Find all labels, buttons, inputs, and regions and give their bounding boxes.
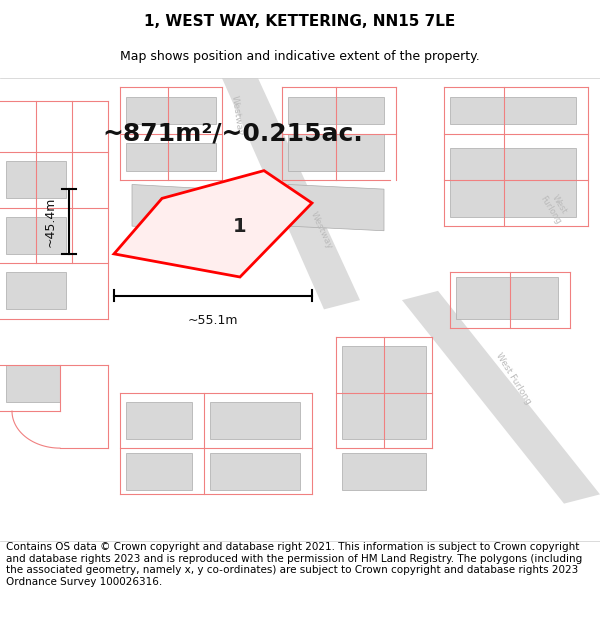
Polygon shape: [6, 217, 66, 254]
Polygon shape: [342, 452, 426, 490]
Polygon shape: [126, 402, 192, 439]
Polygon shape: [126, 143, 216, 171]
Polygon shape: [288, 97, 384, 124]
Polygon shape: [6, 272, 66, 309]
Text: Westway: Westway: [230, 94, 244, 136]
Polygon shape: [210, 402, 300, 439]
Polygon shape: [450, 148, 576, 217]
Polygon shape: [456, 277, 558, 319]
Polygon shape: [132, 184, 216, 231]
Polygon shape: [126, 97, 216, 124]
Polygon shape: [402, 291, 600, 504]
Text: 1: 1: [233, 217, 247, 236]
Text: ~871m²/~0.215ac.: ~871m²/~0.215ac.: [102, 122, 363, 146]
Text: Contains OS data © Crown copyright and database right 2021. This information is : Contains OS data © Crown copyright and d…: [6, 542, 582, 587]
Text: West Furlong: West Furlong: [494, 351, 532, 406]
Polygon shape: [288, 134, 384, 171]
Text: Map shows position and indicative extent of the property.: Map shows position and indicative extent…: [120, 50, 480, 62]
Text: West
Furlong: West Furlong: [538, 189, 572, 226]
Text: 1, WEST WAY, KETTERING, NN15 7LE: 1, WEST WAY, KETTERING, NN15 7LE: [145, 14, 455, 29]
Polygon shape: [6, 365, 60, 402]
Text: ~55.1m: ~55.1m: [188, 314, 238, 327]
Polygon shape: [114, 171, 312, 277]
Polygon shape: [288, 184, 384, 231]
Polygon shape: [210, 452, 300, 490]
Polygon shape: [126, 452, 192, 490]
Text: Westway: Westway: [308, 211, 334, 251]
Polygon shape: [222, 78, 360, 309]
Polygon shape: [450, 97, 576, 124]
Polygon shape: [342, 346, 426, 439]
Text: ~45.4m: ~45.4m: [44, 196, 57, 247]
Polygon shape: [6, 161, 66, 198]
